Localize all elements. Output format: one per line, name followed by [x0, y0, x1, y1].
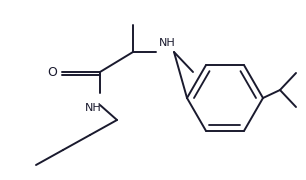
Text: O: O [47, 66, 57, 78]
Text: NH: NH [85, 103, 101, 113]
Text: NH: NH [159, 38, 175, 48]
